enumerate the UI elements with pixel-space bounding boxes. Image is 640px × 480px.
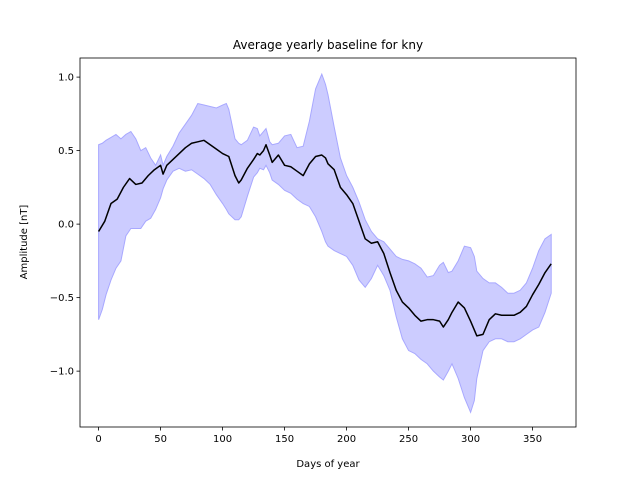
y-tick-label: 1.0 [58, 73, 74, 84]
x-tick-label: 150 [275, 434, 294, 445]
axes-frame [79, 57, 577, 428]
confidence-band [98, 72, 552, 414]
baseline-series-line [97, 139, 552, 337]
x-tick-label: 300 [461, 434, 480, 445]
x-tick-label: 250 [399, 434, 418, 445]
y-tick-label: −0.5 [50, 293, 74, 304]
y-tick-label: 0.5 [58, 146, 74, 157]
x-tick-label: 50 [154, 434, 167, 445]
x-tick-label: 350 [523, 434, 542, 445]
x-axis-label: Days of year [296, 459, 360, 470]
y-tick-label: −1.0 [50, 367, 74, 378]
x-tick-label: 100 [213, 434, 232, 445]
chart-title: Average yearly baseline for kny [233, 38, 423, 52]
x-tick-label: 0 [95, 434, 101, 445]
x-tick-label: 200 [337, 434, 356, 445]
y-axis-label: Amplitude [nT] [19, 205, 30, 280]
y-tick-label: 0.0 [58, 220, 74, 231]
plot-area: 0 50 100 150 200 250 300 350 −1.0 −0.5 0.0 0.5 1.0 [50, 57, 577, 445]
